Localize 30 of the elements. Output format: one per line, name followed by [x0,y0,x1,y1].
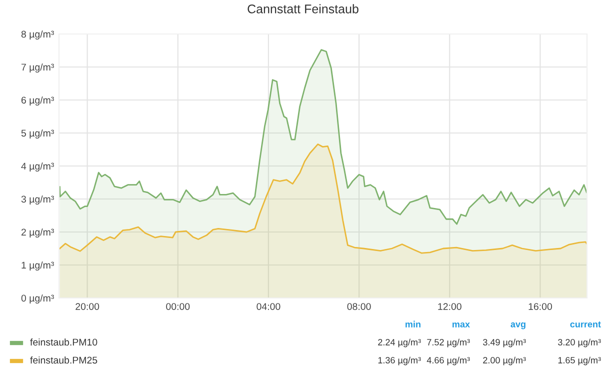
x-tick-label: 12:00 [438,303,462,310]
y-tick-label: 8 µg/m³ [21,30,54,40]
y-tick-label: 1 µg/m³ [22,261,54,271]
chart-title: Cannstatt Feinstaub [248,4,358,14]
text: 2.24 µg/m³ [378,338,421,348]
x-tick-label: 00:00 [166,303,190,310]
text: 2.00 µg/m³ [483,356,526,366]
y-tick-label: 2 µg/m³ [21,228,54,238]
legend-label: feinstaub.PM25 [30,356,98,364]
text: 3.49 µg/m³ [483,338,526,348]
y-tick-label: 6 µg/m³ [21,96,54,106]
y-tick-label: 7 µg/m³ [21,63,54,73]
text: 1.36 µg/m³ [378,356,421,366]
text: 1.65 µg/m³ [558,356,601,366]
text: avg [510,322,526,330]
text: current [570,321,601,328]
y-tick-label: 4 µg/m³ [21,162,54,172]
text: max [452,322,470,328]
text: 7.52 µg/m³ [427,338,470,348]
legend-label: feinstaub.PM10 [30,338,98,346]
y-tick-label: 3 µg/m³ [21,195,54,205]
text: min [406,320,420,328]
x-tick-label: 20:00 [76,303,100,310]
x-tick-label: 04:00 [256,303,280,310]
text: 4.66 µg/m³ [426,356,470,366]
x-tick-label: 16:00 [528,303,552,310]
y-tick-label: 5 µg/m³ [21,129,54,139]
text: 3.20 µg/m³ [558,338,601,348]
x-tick-label: 08:00 [347,303,371,310]
y-tick-label: 0 µg/m³ [21,294,54,304]
